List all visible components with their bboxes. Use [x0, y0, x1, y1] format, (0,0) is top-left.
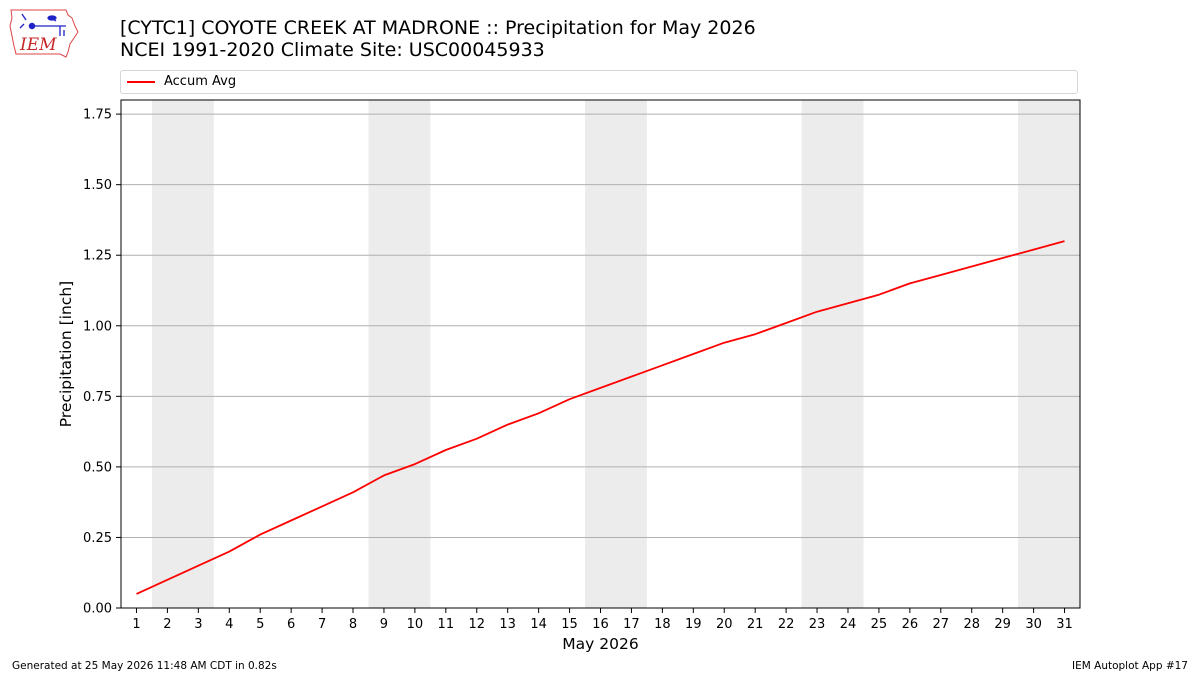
x-tick-label: 3 — [194, 617, 202, 632]
footer-app: IEM Autoplot App #17 — [1072, 660, 1188, 672]
x-tick-label: 28 — [963, 617, 980, 632]
series-line-accum-avg — [136, 240, 1065, 595]
weather-station-icon — [19, 13, 66, 36]
x-tick-label: 12 — [468, 617, 485, 632]
x-tick-label: 25 — [871, 617, 888, 632]
x-tick-label: 29 — [994, 617, 1011, 632]
chart-title-line2: NCEI 1991-2020 Climate Site: USC00045933 — [120, 39, 545, 61]
iowa-outline-icon — [9, 9, 79, 58]
x-tick-label: 17 — [623, 617, 640, 632]
x-tick-label: 6 — [287, 617, 295, 632]
y-tick-label: 0.00 — [83, 602, 112, 617]
y-axis-label: Precipitation [inch] — [57, 281, 75, 427]
x-tick-label: 18 — [654, 617, 671, 632]
weekend-band — [151, 100, 214, 608]
x-tick-label: 30 — [1025, 617, 1042, 632]
x-tick-label: 21 — [747, 617, 764, 632]
y-tick-label: 0.50 — [83, 460, 112, 475]
x-tick-label: 16 — [592, 617, 609, 632]
chart-title: [CYTC1] COYOTE CREEK AT MADRONE :: Preci… — [120, 17, 756, 61]
x-tick-label: 13 — [499, 617, 516, 632]
y-tick-label: 1.75 — [83, 108, 112, 123]
x-tick-label: 26 — [902, 617, 919, 632]
legend-swatch — [127, 81, 155, 83]
weekend-band — [368, 100, 431, 608]
x-tick-label: 5 — [256, 617, 264, 632]
x-tick-label: 7 — [318, 617, 326, 632]
x-tick-label: 14 — [530, 617, 547, 632]
x-axis-label: May 2026 — [562, 635, 638, 653]
y-tick-label: 0.25 — [83, 531, 112, 546]
y-tick-label: 1.50 — [83, 178, 112, 193]
x-tick-label: 31 — [1056, 617, 1073, 632]
x-tick-label: 20 — [716, 617, 733, 632]
x-tick-label: 10 — [407, 617, 424, 632]
x-tick-label: 19 — [685, 617, 702, 632]
iem-logo: IEM — [9, 9, 79, 58]
y-tick-label: 1.00 — [83, 319, 112, 334]
y-tick-label: 1.25 — [83, 249, 112, 264]
x-tick-label: 2 — [163, 617, 171, 632]
chart-title-line1: [CYTC1] COYOTE CREEK AT MADRONE :: Preci… — [120, 17, 756, 39]
x-tick-label: 24 — [840, 617, 857, 632]
x-tick-label: 11 — [438, 617, 455, 632]
logo-text: IEM — [19, 35, 57, 55]
x-tick-label: 22 — [778, 617, 795, 632]
legend: Accum Avg — [120, 70, 1078, 94]
x-tick-label: 8 — [349, 617, 357, 632]
legend-label: Accum Avg — [164, 74, 237, 89]
x-tick-label: 27 — [933, 617, 950, 632]
weekend-band — [585, 100, 647, 608]
weekend-band — [801, 100, 864, 608]
weekend-band — [1018, 100, 1080, 608]
x-tick-label: 9 — [380, 617, 388, 632]
x-tick-label: 1 — [132, 617, 140, 632]
x-tick-label: 23 — [809, 617, 826, 632]
x-tick-label: 15 — [561, 617, 578, 632]
y-tick-label: 0.75 — [83, 390, 112, 405]
x-tick-label: 4 — [225, 617, 233, 632]
footer-generated: Generated at 25 May 2026 11:48 AM CDT in… — [12, 660, 277, 672]
